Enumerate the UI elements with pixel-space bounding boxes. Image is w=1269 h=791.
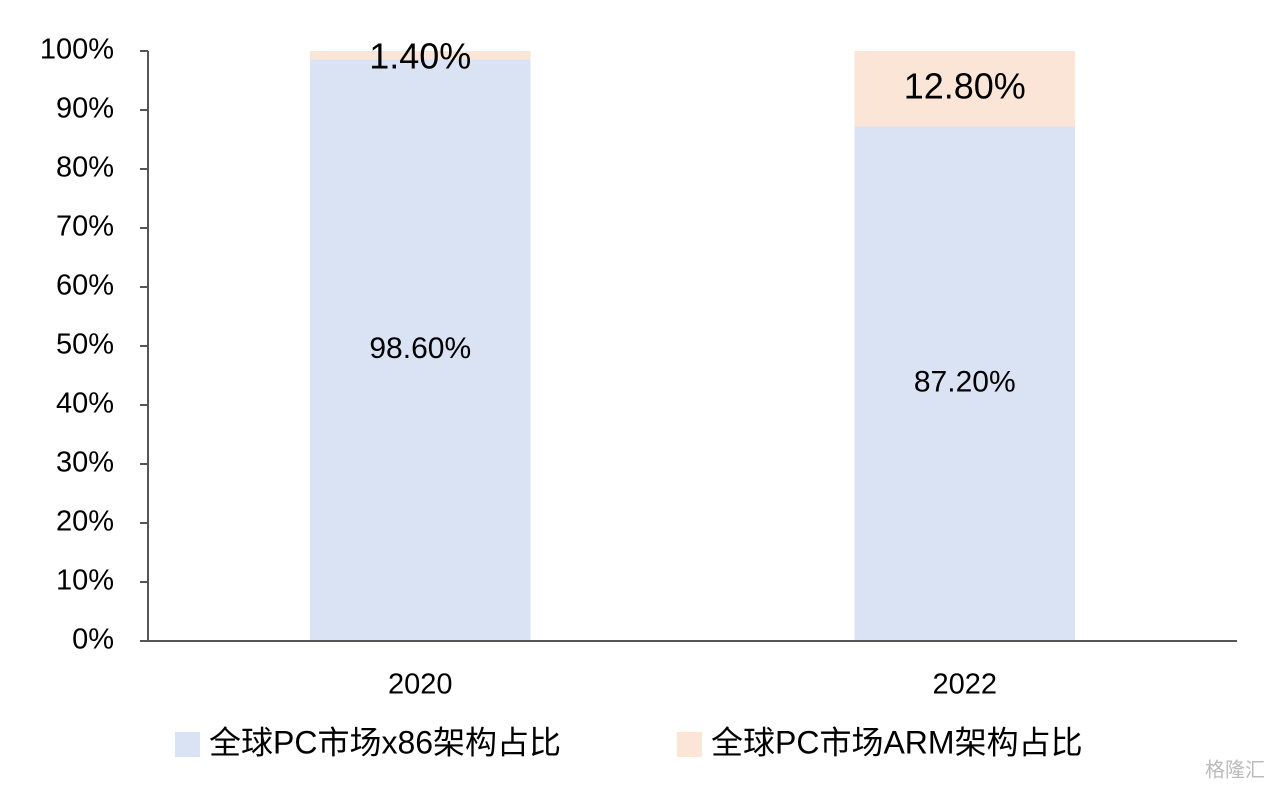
legend-swatch (677, 732, 702, 757)
value-label: 1.40% (369, 36, 471, 77)
y-tick-label: 100% (40, 34, 114, 66)
x-tick-label: 2020 (388, 669, 453, 701)
legend-label: 全球PC市场ARM架构占比 (711, 724, 1083, 760)
bar-segment (854, 126, 1076, 641)
watermark: 格隆汇 (1205, 758, 1265, 781)
value-label: 98.60% (369, 332, 471, 365)
value-label: 12.80% (904, 65, 1026, 106)
y-tick-label: 80% (56, 152, 114, 184)
y-tick-label: 70% (56, 211, 114, 243)
y-tick-label: 40% (56, 388, 114, 420)
y-tick-label: 30% (56, 447, 114, 479)
value-label: 87.20% (914, 366, 1016, 399)
legend-swatch (175, 732, 200, 757)
y-tick-label: 10% (56, 565, 114, 597)
bar-segment (309, 59, 531, 641)
bar-segment (854, 51, 1076, 127)
y-tick-label: 50% (56, 329, 114, 361)
y-tick-label: 60% (56, 270, 114, 302)
bar-segment (309, 51, 531, 60)
y-tick-label: 90% (56, 93, 114, 125)
x-tick-label: 2022 (932, 669, 997, 701)
y-tick-label: 0% (72, 624, 114, 656)
y-tick-label: 20% (56, 506, 114, 538)
legend-label: 全球PC市场x86架构占比 (209, 724, 561, 760)
